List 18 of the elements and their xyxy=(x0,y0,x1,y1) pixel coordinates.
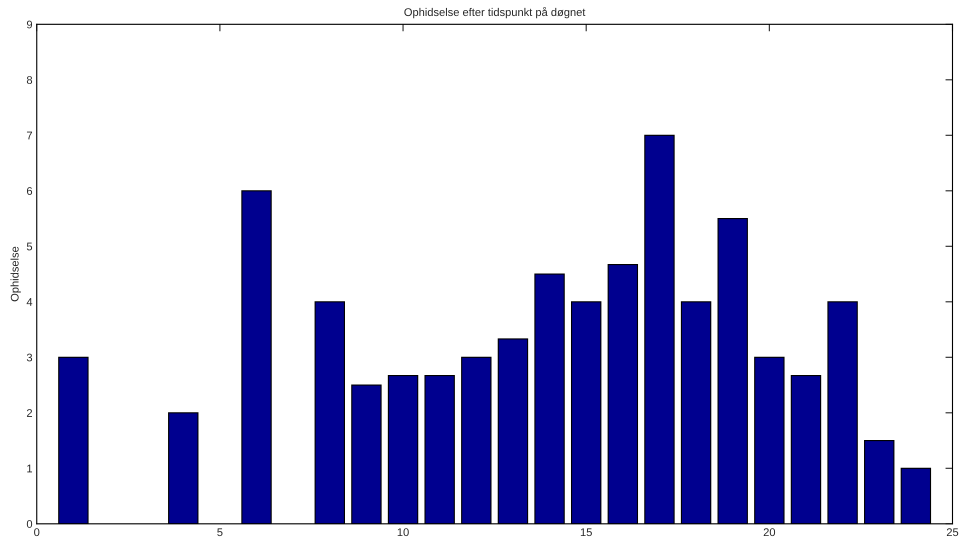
x-tick-label: 5 xyxy=(217,528,223,536)
y-tick-label: 1 xyxy=(27,464,32,472)
x-tick-label: 25 xyxy=(946,528,958,536)
y-axis-title: Ophidselse xyxy=(10,246,21,302)
y-tick-label: 0 xyxy=(26,520,32,528)
x-tick-label: 20 xyxy=(764,528,776,536)
y-tick-label: 9 xyxy=(26,20,32,28)
y-tick-label: 2 xyxy=(26,409,32,417)
y-tick-label: 7 xyxy=(26,132,32,140)
y-tick-label: 5 xyxy=(26,242,32,250)
y-tick-label: 4 xyxy=(26,298,32,306)
x-tick-label: 15 xyxy=(580,528,592,536)
y-tick-label: 6 xyxy=(26,187,32,195)
x-tick-label: 0 xyxy=(34,528,40,536)
y-tick-label: 3 xyxy=(26,354,32,362)
chart-title: Ophidselse efter tidspunkt på døgnet xyxy=(404,7,586,18)
x-tick-label: 10 xyxy=(398,528,409,536)
y-tick-label: 8 xyxy=(26,76,32,84)
